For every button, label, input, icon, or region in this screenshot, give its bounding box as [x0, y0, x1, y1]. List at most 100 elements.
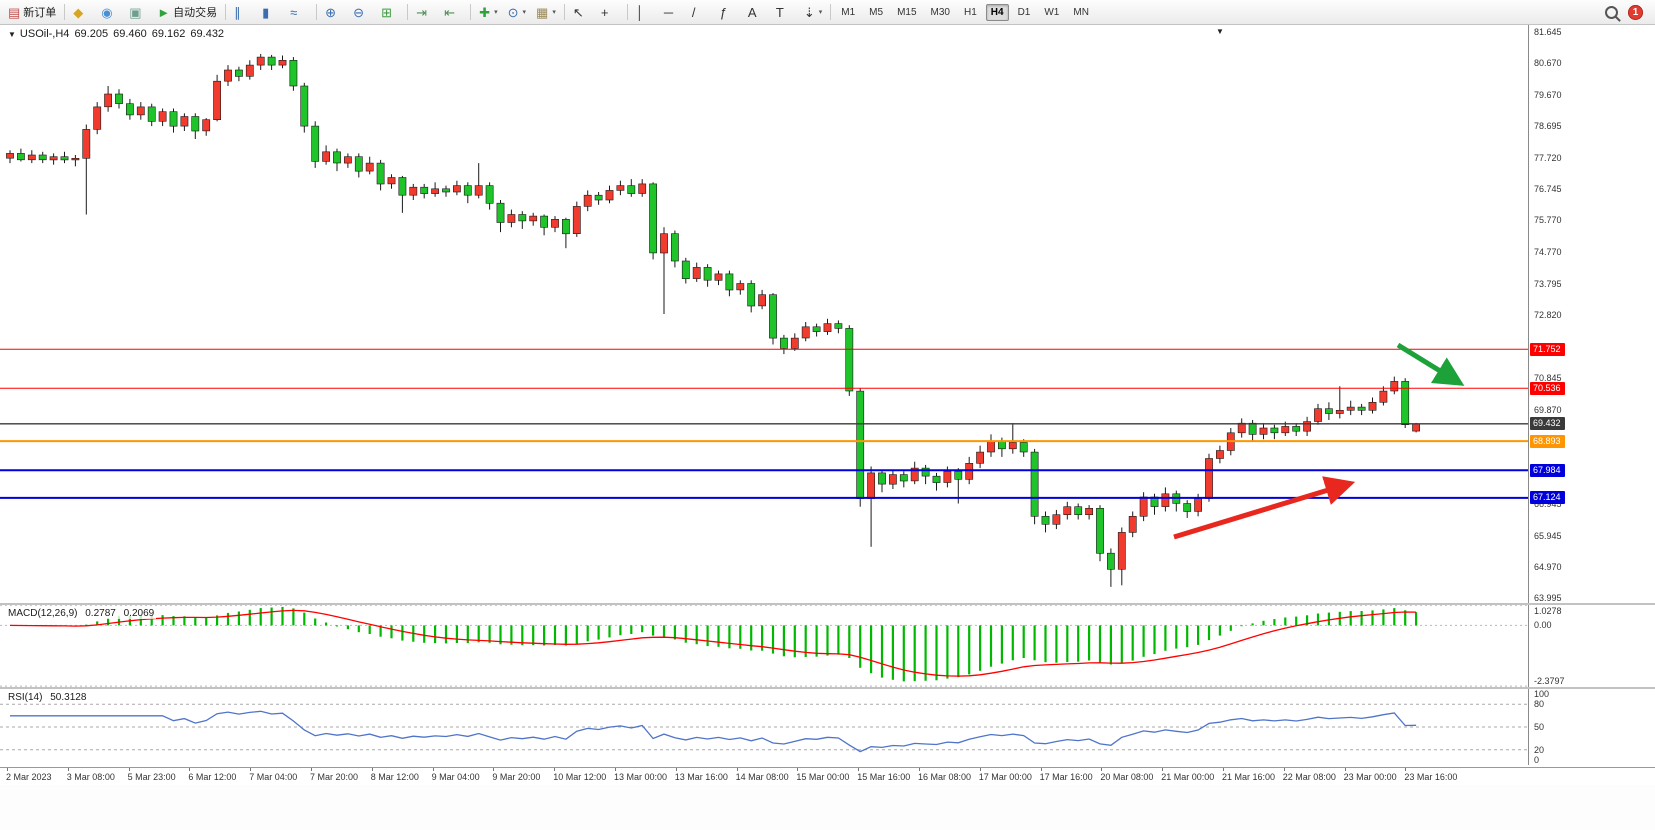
candlestick-chart-button[interactable]: ▮ — [258, 1, 284, 23]
time-axis-label: 8 Mar 12:00 — [370, 772, 419, 782]
notification-badge[interactable]: 1 — [1628, 4, 1643, 20]
tile-windows-button[interactable]: ⊞ — [377, 1, 403, 23]
price-axis-label: 72.820 — [1534, 309, 1562, 320]
timeframe-h4-button[interactable]: H4 — [985, 3, 1009, 21]
bar-chart-button[interactable]: ∥ — [230, 1, 256, 23]
vertical-line-button[interactable]: │ — [632, 1, 658, 23]
price-axis-label: 78.695 — [1534, 121, 1562, 132]
period-button[interactable]: ⊙ ▾ — [504, 1, 530, 23]
timeframe-m30-button[interactable]: M30 — [930, 6, 950, 18]
time-axis-label: 13 Mar 16:00 — [674, 772, 728, 782]
rsi-pane[interactable]: RSI(14) 50.3128 — [0, 689, 1528, 765]
data-window-button[interactable]: ▣ — [125, 1, 151, 23]
time-tick — [1162, 768, 1164, 771]
zoom-out-button[interactable]: ⊖ — [349, 1, 375, 23]
cursor-button[interactable]: ↖ — [569, 1, 595, 23]
rsi-axis[interactable]: 100 80 50 20 0 — [1528, 689, 1655, 765]
rsi-value: 50.3128 — [50, 692, 87, 703]
trendline-button[interactable]: / — [688, 1, 714, 23]
timeframe-m1-button[interactable]: M1 — [841, 6, 856, 18]
bar-chart-icon: ∥ — [234, 4, 241, 20]
zoom-out-icon: ⊖ — [353, 4, 365, 20]
rsi-scale-label: 0 — [1534, 755, 1540, 765]
autotrading-button[interactable]: ► 自动交易 — [153, 1, 221, 23]
pane-separator[interactable] — [0, 603, 1655, 605]
macd-scale-label: 0.00 — [1534, 620, 1552, 631]
market-watch-icon: ◉ — [101, 4, 113, 20]
auto-scroll-button[interactable]: ⇥ — [412, 1, 438, 23]
timeframe-m15-button[interactable]: M15 — [897, 6, 917, 18]
rsi-scale-label: 100 — [1534, 689, 1550, 699]
candlestick-chart-icon: ▮ — [262, 4, 270, 20]
green-down-arrow[interactable] — [1396, 342, 1465, 386]
time-axis-label: 2 Mar 2023 — [6, 772, 52, 782]
open-value: 69.205 — [74, 28, 109, 40]
zoom-in-button[interactable]: ⊕ — [321, 1, 347, 23]
timeframe-w1-button[interactable]: W1 — [1044, 6, 1060, 18]
new-order-button[interactable]: ▤ 新订单 — [4, 1, 60, 23]
time-axis-label: 17 Mar 00:00 — [978, 772, 1032, 782]
time-tick — [311, 768, 312, 771]
search-icon[interactable] — [1605, 5, 1618, 19]
text-label-icon: T — [775, 4, 784, 20]
time-tick — [797, 768, 799, 771]
time-tick — [979, 768, 981, 771]
metaeditor-button[interactable]: ◆ — [69, 1, 95, 23]
auto-scroll-icon: ⇥ — [416, 4, 428, 20]
macd-axis[interactable]: 1.0278 0.00 -2.3797 — [1528, 605, 1655, 687]
low-value: 69.162 — [151, 28, 186, 40]
price-chart[interactable]: ▼ USOil-,H4 69.205 69.460 69.162 69.432 ▼ — [0, 25, 1528, 603]
toolbar-group: ▤ 新订单 — [4, 1, 60, 23]
timeframe-m5-button[interactable]: M5 — [869, 6, 884, 18]
one-click-trading-arrow[interactable]: ▼ — [8, 30, 16, 39]
fibonacci-button[interactable]: ƒ — [716, 1, 742, 23]
timeframe-d1-button[interactable]: D1 — [1017, 6, 1031, 18]
timeframe-h1-button[interactable]: H1 — [963, 6, 977, 18]
chart-template-button[interactable]: ▦ ▾ — [532, 1, 560, 23]
red-up-arrow[interactable] — [1173, 476, 1356, 540]
price-axis-label: 70.845 — [1534, 373, 1562, 384]
toolbar-group: ✚ ▾ ⊙ ▾ ▦ ▾ — [475, 1, 560, 23]
timeframe-mn-button[interactable]: MN — [1073, 6, 1089, 18]
price-axis[interactable]: 81.645 80.670 79.670 78.695 77.720 76.745 75.7… — [1528, 25, 1655, 603]
add-indicator-button[interactable]: ✚ ▾ — [475, 1, 501, 23]
chevron-down-icon: ▾ — [494, 9, 498, 16]
time-tick — [554, 768, 556, 771]
text-icon: A — [747, 4, 757, 20]
crosshair-button[interactable]: + — [597, 1, 623, 23]
chart-shift-button[interactable]: ⇤ — [440, 1, 466, 23]
time-axis-label: 22 Mar 08:00 — [1282, 772, 1336, 782]
text-label-button[interactable]: T — [772, 1, 798, 23]
pane-separator[interactable] — [0, 687, 1655, 689]
time-tick — [919, 768, 920, 771]
price-axis-label: 65.945 — [1534, 530, 1562, 541]
arrows-tool-button[interactable]: ⇣ ▾ — [800, 1, 826, 23]
time-tick — [858, 768, 860, 771]
rsi-label: RSI(14) — [8, 692, 43, 703]
tile-windows-icon: ⊞ — [381, 4, 393, 20]
candles-layer[interactable] — [0, 25, 1528, 603]
high-value: 69.460 — [113, 28, 147, 40]
price-axis-label: 74.770 — [1534, 247, 1562, 258]
time-axis-label: 23 Mar 00:00 — [1343, 772, 1397, 782]
horizontal-line-button[interactable]: ─ — [660, 1, 686, 23]
text-button[interactable]: A — [744, 1, 770, 23]
bottom-strip — [0, 785, 1655, 830]
time-tick — [1283, 768, 1285, 771]
market-watch-button[interactable]: ◉ — [97, 1, 123, 23]
cursor-icon: ↖ — [572, 4, 584, 20]
chart-title: ▼ USOil-,H4 69.205 69.460 69.162 69.432 — [6, 28, 227, 40]
toolbar-group: ◆ ◉ ▣ ► 自动交易 — [69, 1, 221, 23]
macd-header: MACD(12,26,9) 0.2787 0.2069 — [6, 608, 157, 619]
chart-shift-marker[interactable]: ▼ — [1216, 27, 1224, 36]
time-axis-label: 17 Mar 16:00 — [1039, 772, 1093, 782]
time-axis[interactable]: 2 Mar 2023 3 Mar 08:00 5 Mar 23:00 6 Mar 12… — [0, 767, 1655, 786]
macd-signal-value: 0.2069 — [123, 608, 155, 619]
autotrading-button-label: 自动交易 — [173, 7, 218, 19]
time-tick — [189, 768, 191, 771]
macd-pane[interactable]: MACD(12,26,9) 0.2787 0.2069 — [0, 605, 1528, 687]
toolbar-separator — [563, 4, 565, 20]
crosshair-icon: + — [600, 4, 609, 20]
line-chart-button[interactable]: ≈ — [286, 1, 312, 23]
